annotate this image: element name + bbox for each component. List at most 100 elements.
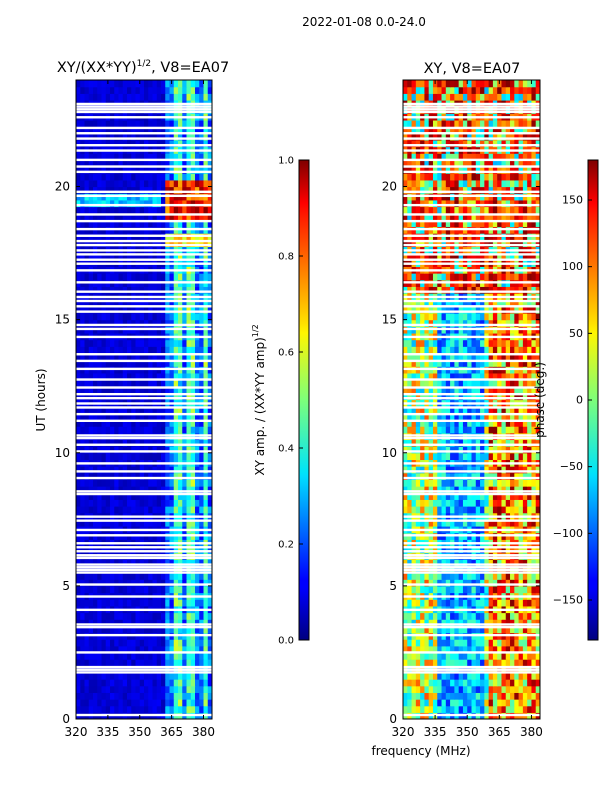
heatmap-cell (165, 319, 171, 327)
heatmap-cell (84, 572, 90, 580)
heatmap-cell (97, 479, 103, 487)
heatmap-cell (207, 392, 212, 401)
heatmap-cell (182, 612, 188, 620)
heatmap-cell (203, 286, 209, 294)
heatmap-cell (441, 386, 447, 394)
heatmap-cell (203, 372, 209, 381)
heatmap-cell (182, 372, 188, 381)
heatmap-cell (178, 299, 183, 307)
heatmap-cell (535, 685, 540, 693)
heatmap-cell (186, 705, 192, 713)
heatmap-cell (122, 93, 128, 101)
heatmap-cell (480, 359, 485, 367)
heatmap-cell (407, 419, 413, 427)
heatmap-cell (80, 426, 86, 434)
heatmap-cell (148, 199, 154, 208)
heatmap-cell (169, 186, 175, 194)
heatmap-cell (139, 486, 145, 494)
heatmap-cell (169, 572, 175, 580)
heatmap-cell (84, 80, 90, 88)
heatmap-cell (105, 679, 111, 687)
heatmap-cell (195, 612, 200, 620)
heatmap-cell (480, 679, 485, 687)
heatmap-cell (101, 572, 107, 580)
heatmap-cell (505, 439, 511, 447)
flagged-row (76, 137, 212, 140)
heatmap-cell (480, 406, 485, 414)
heatmap-cell (527, 652, 533, 660)
heatmap-cell (178, 126, 183, 134)
heatmap-cell (105, 346, 111, 354)
heatmap-cell (178, 412, 183, 421)
heatmap-cell (152, 406, 158, 414)
heatmap-cell (428, 352, 434, 361)
heatmap-cell (118, 619, 124, 627)
heatmap-cell (84, 685, 90, 693)
heatmap-cell (195, 126, 200, 134)
heatmap-cell (190, 412, 196, 421)
heatmap-cell (407, 452, 413, 461)
heatmap-cell (156, 412, 162, 421)
heatmap-cell (97, 452, 103, 461)
heatmap-cell (488, 386, 494, 394)
heatmap-cell (467, 379, 473, 387)
heatmap-cell (522, 645, 528, 654)
heatmap-cell (437, 692, 443, 700)
heatmap-cell (127, 446, 132, 454)
flagged-row (76, 213, 212, 216)
heatmap-cell (118, 339, 124, 347)
heatmap-cell (84, 319, 90, 327)
heatmap-cell (182, 339, 188, 347)
heatmap-cell (144, 312, 149, 321)
heatmap-cell (139, 126, 145, 134)
heatmap-cell (76, 153, 81, 161)
heatmap-cell (424, 692, 430, 700)
flagged-row (76, 450, 212, 453)
heatmap-cell (501, 386, 507, 394)
heatmap-cell (84, 506, 90, 514)
heatmap-cell (203, 346, 209, 354)
heatmap-cell (131, 206, 137, 214)
heatmap-cell (122, 579, 128, 587)
flagged-row (76, 556, 212, 560)
heatmap-cell (407, 472, 413, 480)
heatmap-cell (165, 412, 171, 421)
heatmap-cell (510, 699, 515, 707)
flagged-row (76, 359, 212, 363)
heatmap-cell (462, 499, 468, 507)
heatmap-cell (445, 426, 451, 434)
heatmap-cell (501, 699, 507, 707)
heatmap-cell (178, 426, 183, 434)
heatmap-cell (420, 705, 426, 713)
heatmap-cell (84, 312, 90, 321)
heatmap-cell (480, 585, 485, 594)
heatmap-cell (118, 685, 124, 693)
heatmap-cell (88, 679, 94, 687)
heatmap-cell (152, 133, 158, 141)
heatmap-cell (411, 492, 417, 500)
heatmap-cell (186, 412, 192, 421)
heatmap-cell (531, 619, 537, 627)
heatmap-cell (186, 452, 192, 461)
heatmap-cell (492, 599, 498, 607)
heatmap-cell (411, 659, 417, 667)
heatmap-cell (424, 439, 430, 447)
heatmap-cell (199, 652, 205, 660)
heatmap-cell (76, 86, 81, 94)
heatmap-cell (122, 426, 128, 434)
heatmap-cell (484, 639, 490, 647)
heatmap-cell (424, 545, 430, 554)
heatmap-cell (437, 499, 443, 507)
heatmap-cell (445, 406, 451, 414)
heatmap-cell (428, 699, 434, 707)
heatmap-cell (165, 685, 171, 693)
heatmap-cell (199, 685, 205, 693)
heatmap-cell (131, 339, 137, 347)
heatmap-cell (178, 492, 183, 500)
heatmap-cell (458, 486, 464, 494)
heatmap-cell (148, 579, 154, 587)
heatmap-cell (88, 599, 94, 607)
heatmap-cell (531, 579, 537, 587)
heatmap-cell (407, 466, 413, 474)
heatmap-cell (93, 299, 98, 307)
